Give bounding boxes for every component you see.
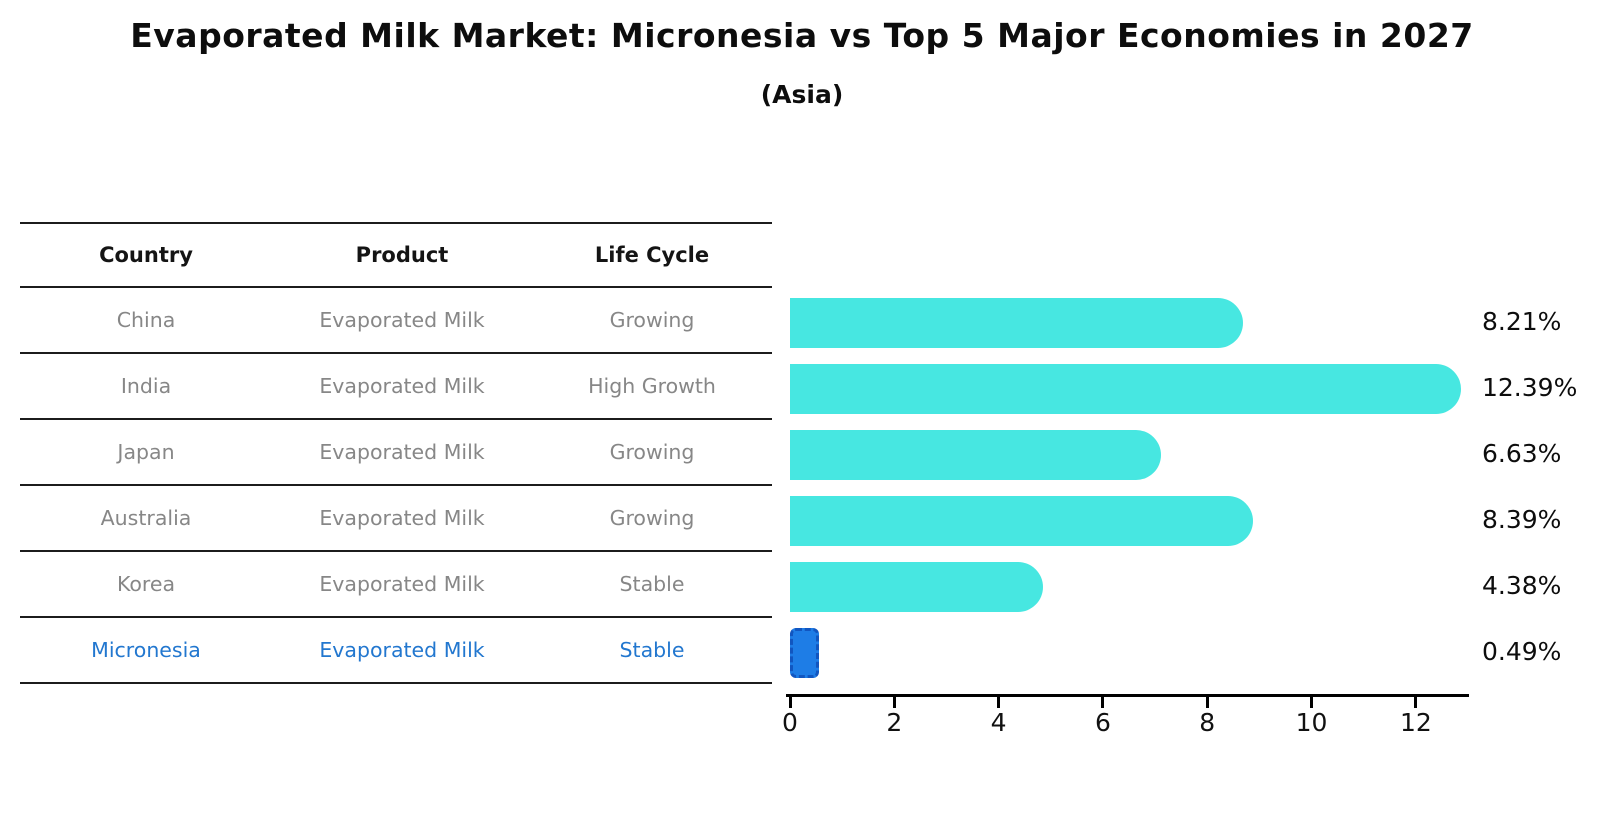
bar-australia — [790, 496, 1253, 546]
table-header-row: Country Product Life Cycle — [20, 222, 772, 288]
product-cell: Evaporated Milk — [319, 638, 485, 662]
x-axis-tick-label: 8 — [1199, 708, 1216, 737]
country-cell: Micronesia — [91, 638, 201, 662]
x-axis-line — [786, 694, 1469, 697]
value-label-korea: 4.38% — [1482, 571, 1562, 600]
value-label-china: 8.21% — [1482, 307, 1562, 336]
x-axis-tick — [1205, 697, 1209, 708]
chart-subtitle: (Asia) — [760, 80, 844, 109]
product-cell: Evaporated Milk — [319, 572, 485, 596]
column-header-product: Product — [355, 243, 449, 267]
x-axis-tick-label: 6 — [1094, 708, 1111, 737]
x-axis-tick — [997, 697, 1001, 708]
x-axis-tick — [788, 697, 792, 708]
table-row-china: China Evaporated Milk Growing — [20, 288, 772, 354]
column-header-life-cycle: Life Cycle — [594, 243, 710, 267]
value-label-india: 12.39% — [1482, 373, 1578, 402]
table-row-micronesia: Micronesia Evaporated Milk Stable — [20, 618, 772, 684]
bar-micronesia — [790, 628, 819, 678]
x-axis-tick-label: 2 — [886, 708, 903, 737]
x-axis-tick — [1101, 697, 1105, 708]
country-cell: Japan — [117, 440, 175, 464]
bar-china — [790, 298, 1243, 348]
life-cycle-cell: Stable — [619, 572, 685, 596]
life-cycle-cell: Growing — [609, 506, 695, 530]
life-cycle-cell: Growing — [609, 440, 695, 464]
country-cell: China — [116, 308, 176, 332]
value-label-japan: 6.63% — [1482, 439, 1562, 468]
x-axis-tick — [1414, 697, 1418, 708]
life-cycle-cell: Stable — [619, 638, 685, 662]
product-cell: Evaporated Milk — [319, 440, 485, 464]
table-row-australia: Australia Evaporated Milk Growing — [20, 486, 772, 552]
x-axis-tick-label: 12 — [1399, 708, 1432, 737]
product-cell: Evaporated Milk — [319, 506, 485, 530]
product-cell: Evaporated Milk — [319, 308, 485, 332]
life-cycle-cell: High Growth — [588, 374, 716, 398]
chart-title: Evaporated Milk Market: Micronesia vs To… — [130, 16, 1474, 55]
value-label-micronesia: 0.49% — [1482, 637, 1562, 666]
bar-india — [790, 364, 1461, 414]
country-cell: Australia — [100, 506, 192, 530]
x-axis-tick-label: 0 — [782, 708, 798, 737]
table-row-korea: Korea Evaporated Milk Stable — [20, 552, 772, 618]
x-axis-tick-label: 4 — [990, 708, 1007, 737]
table-row-japan: Japan Evaporated Milk Growing — [20, 420, 772, 486]
bar-korea — [790, 562, 1043, 612]
country-cell: India — [120, 374, 172, 398]
x-axis-tick — [892, 697, 896, 708]
table-row-india: India Evaporated Milk High Growth — [20, 354, 772, 420]
x-axis-tick-label: 10 — [1295, 708, 1328, 737]
x-axis-tick — [1310, 697, 1314, 708]
country-cell: Korea — [116, 572, 176, 596]
bar-japan — [790, 430, 1161, 480]
life-cycle-cell: Growing — [609, 308, 695, 332]
value-label-australia: 8.39% — [1482, 505, 1562, 534]
column-header-country: Country — [99, 243, 193, 267]
product-cell: Evaporated Milk — [319, 374, 485, 398]
